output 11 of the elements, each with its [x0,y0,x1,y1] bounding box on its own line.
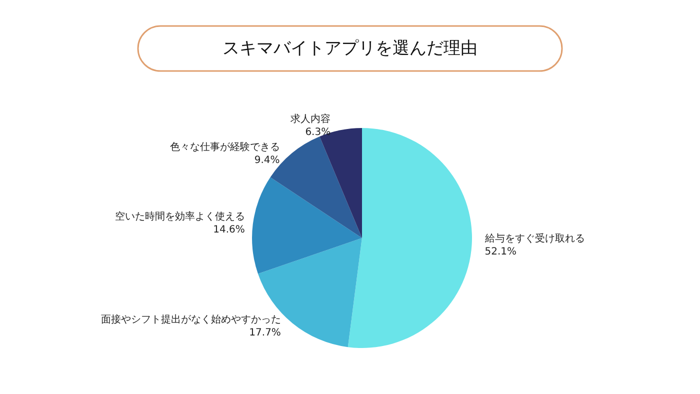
data-label: 6.3% [305,127,331,138]
data-label: 17.7% [249,327,281,338]
slice-label: 面接やシフト提出がなく始めやすかった [100,313,281,326]
slice-label: 給与をすぐ受け取れる [484,232,585,244]
slice-label: 求人内容 [290,113,331,126]
data-label: 52.1% [484,246,517,258]
chart-title: スキマバイトアプリを選んだ理由 [222,38,478,58]
data-label: 14.6% [213,224,245,236]
data-label: 9.4% [254,155,280,166]
slice-label: 空いた時間を効率よく使える [114,210,245,223]
slice-label: 色々な仕事が経験できる [170,141,280,154]
